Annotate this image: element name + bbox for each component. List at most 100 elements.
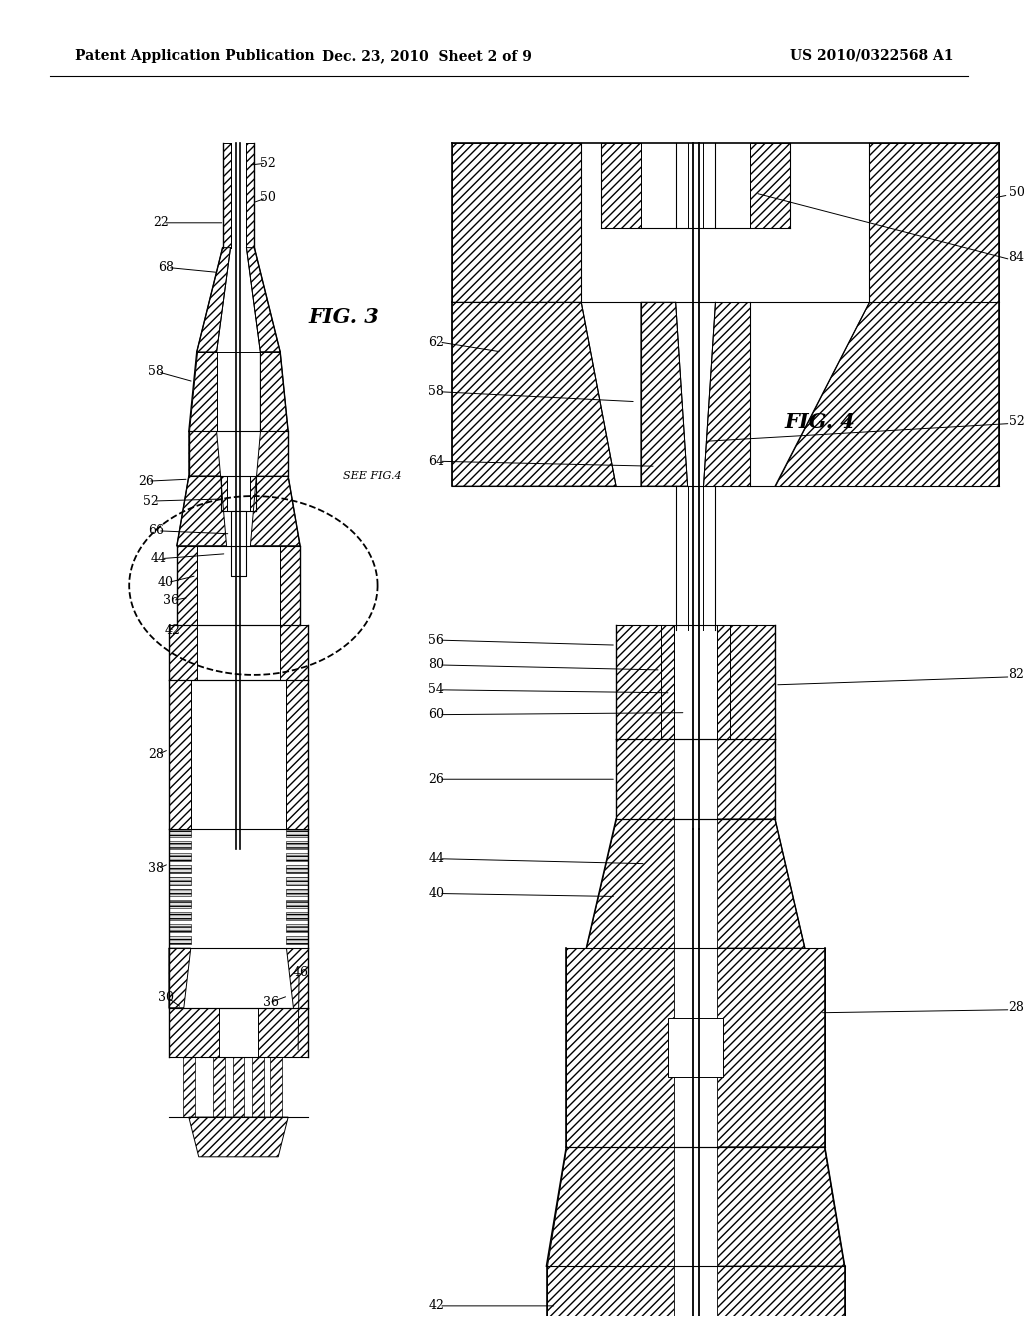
Text: 60: 60 bbox=[428, 708, 444, 721]
Polygon shape bbox=[169, 948, 190, 1007]
Polygon shape bbox=[213, 1057, 224, 1117]
Text: 28: 28 bbox=[148, 748, 164, 760]
Text: 44: 44 bbox=[151, 552, 167, 565]
Polygon shape bbox=[169, 829, 190, 837]
Polygon shape bbox=[197, 248, 230, 352]
Polygon shape bbox=[169, 865, 190, 873]
Text: 50: 50 bbox=[1009, 186, 1024, 199]
Text: 22: 22 bbox=[154, 216, 169, 230]
Text: 26: 26 bbox=[138, 475, 154, 487]
Polygon shape bbox=[601, 144, 641, 228]
Bar bbox=[674, 948, 718, 1147]
Text: 58: 58 bbox=[428, 385, 444, 399]
Text: 66: 66 bbox=[147, 524, 164, 537]
Polygon shape bbox=[188, 432, 220, 477]
Polygon shape bbox=[641, 302, 687, 486]
Text: US 2010/0322568 A1: US 2010/0322568 A1 bbox=[791, 49, 954, 63]
Polygon shape bbox=[247, 144, 254, 248]
Polygon shape bbox=[453, 302, 616, 486]
Text: 56: 56 bbox=[428, 634, 444, 647]
Polygon shape bbox=[286, 865, 308, 873]
Polygon shape bbox=[169, 912, 190, 920]
Polygon shape bbox=[286, 680, 308, 829]
Text: 44: 44 bbox=[428, 853, 444, 865]
Bar bbox=[197, 545, 281, 626]
Text: SEE FIG.4: SEE FIG.4 bbox=[343, 471, 401, 482]
Polygon shape bbox=[270, 1057, 283, 1117]
Polygon shape bbox=[718, 948, 824, 1147]
Polygon shape bbox=[286, 876, 308, 884]
Polygon shape bbox=[286, 924, 308, 932]
Polygon shape bbox=[616, 739, 674, 818]
Polygon shape bbox=[222, 144, 230, 248]
Text: Patent Application Publication: Patent Application Publication bbox=[75, 49, 314, 63]
Text: 52: 52 bbox=[260, 157, 276, 170]
Polygon shape bbox=[286, 948, 308, 1007]
Polygon shape bbox=[177, 545, 197, 626]
Bar bbox=[190, 680, 286, 829]
Bar bbox=[674, 1147, 718, 1266]
Polygon shape bbox=[256, 432, 288, 477]
Text: 80: 80 bbox=[428, 659, 444, 672]
Text: 64: 64 bbox=[428, 455, 444, 467]
Polygon shape bbox=[660, 626, 674, 739]
Text: 26: 26 bbox=[428, 772, 444, 785]
Polygon shape bbox=[169, 876, 190, 884]
Polygon shape bbox=[169, 924, 190, 932]
Polygon shape bbox=[547, 1147, 674, 1266]
Polygon shape bbox=[286, 900, 308, 908]
Text: FIG. 3: FIG. 3 bbox=[308, 308, 379, 327]
Polygon shape bbox=[286, 841, 308, 849]
Bar bbox=[674, 818, 718, 948]
Polygon shape bbox=[718, 626, 730, 739]
Polygon shape bbox=[232, 1057, 245, 1117]
Polygon shape bbox=[177, 477, 226, 545]
Polygon shape bbox=[453, 144, 582, 302]
Polygon shape bbox=[718, 1266, 845, 1320]
Polygon shape bbox=[169, 888, 190, 896]
Polygon shape bbox=[281, 545, 300, 626]
Text: 52: 52 bbox=[143, 495, 159, 507]
Text: 38: 38 bbox=[147, 862, 164, 875]
Polygon shape bbox=[260, 352, 288, 432]
Polygon shape bbox=[258, 1007, 308, 1057]
Text: FIG. 4: FIG. 4 bbox=[785, 412, 856, 432]
Polygon shape bbox=[730, 626, 775, 739]
Text: 40: 40 bbox=[428, 887, 444, 900]
Polygon shape bbox=[587, 818, 674, 948]
Text: 30: 30 bbox=[158, 991, 174, 1005]
Polygon shape bbox=[188, 352, 217, 432]
Polygon shape bbox=[252, 1057, 264, 1117]
Polygon shape bbox=[251, 477, 300, 545]
Text: 52: 52 bbox=[1009, 414, 1024, 428]
Text: 42: 42 bbox=[428, 1299, 444, 1312]
Text: 28: 28 bbox=[1009, 1002, 1024, 1014]
Polygon shape bbox=[169, 900, 190, 908]
Polygon shape bbox=[616, 626, 660, 739]
Text: 82: 82 bbox=[1009, 668, 1024, 681]
Text: 36: 36 bbox=[263, 997, 280, 1010]
Polygon shape bbox=[703, 302, 751, 486]
Polygon shape bbox=[718, 1147, 845, 1266]
Polygon shape bbox=[188, 1117, 288, 1156]
Polygon shape bbox=[775, 302, 998, 486]
Polygon shape bbox=[718, 818, 805, 948]
Text: 36: 36 bbox=[163, 594, 179, 607]
Bar bbox=[674, 1266, 718, 1320]
Text: Dec. 23, 2010  Sheet 2 of 9: Dec. 23, 2010 Sheet 2 of 9 bbox=[323, 49, 532, 63]
Polygon shape bbox=[566, 948, 674, 1147]
Polygon shape bbox=[169, 680, 190, 829]
Text: 40: 40 bbox=[158, 576, 174, 589]
Polygon shape bbox=[286, 829, 308, 837]
Polygon shape bbox=[169, 841, 190, 849]
Text: 58: 58 bbox=[148, 366, 164, 379]
Polygon shape bbox=[169, 1007, 218, 1057]
Polygon shape bbox=[183, 1057, 195, 1117]
Bar bbox=[668, 1018, 723, 1077]
Polygon shape bbox=[286, 912, 308, 920]
Polygon shape bbox=[281, 626, 308, 680]
Polygon shape bbox=[547, 1266, 674, 1320]
Polygon shape bbox=[220, 477, 226, 511]
Polygon shape bbox=[751, 144, 790, 228]
Text: 46: 46 bbox=[293, 966, 309, 979]
